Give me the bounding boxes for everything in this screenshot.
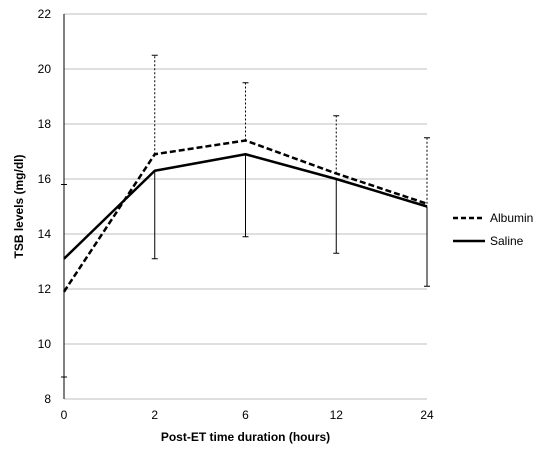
y-tick-label: 10 [38, 337, 52, 351]
series-lines [62, 139, 428, 293]
legend: Albumin Saline [453, 211, 533, 248]
y-tick-labels: 8 10 12 14 16 18 20 22 [38, 7, 52, 406]
x-tick-label: 12 [330, 408, 344, 422]
legend-label-albumin: Albumin [490, 211, 533, 225]
x-tick-labels: 0 2 6 12 24 [61, 408, 434, 422]
y-tick-label: 18 [38, 117, 52, 131]
y-axis-title: TSB levels (mg/dl) [12, 154, 26, 258]
x-tick-label: 6 [242, 408, 249, 422]
x-axis-title: Post-ET time duration (hours) [161, 430, 330, 444]
y-tick-label: 8 [44, 392, 51, 406]
x-tick-label: 24 [420, 408, 434, 422]
x-tick-label: 0 [61, 408, 68, 422]
y-tick-label: 12 [38, 282, 52, 296]
series-line-saline [63, 153, 428, 260]
y-tick-label: 16 [38, 172, 52, 186]
y-tick-label: 14 [38, 227, 52, 241]
legend-label-saline: Saline [490, 234, 524, 248]
y-tick-label: 22 [38, 7, 52, 21]
x-tick-label: 2 [151, 408, 158, 422]
error-bars [61, 54, 430, 378]
y-tick-label: 20 [38, 62, 52, 76]
